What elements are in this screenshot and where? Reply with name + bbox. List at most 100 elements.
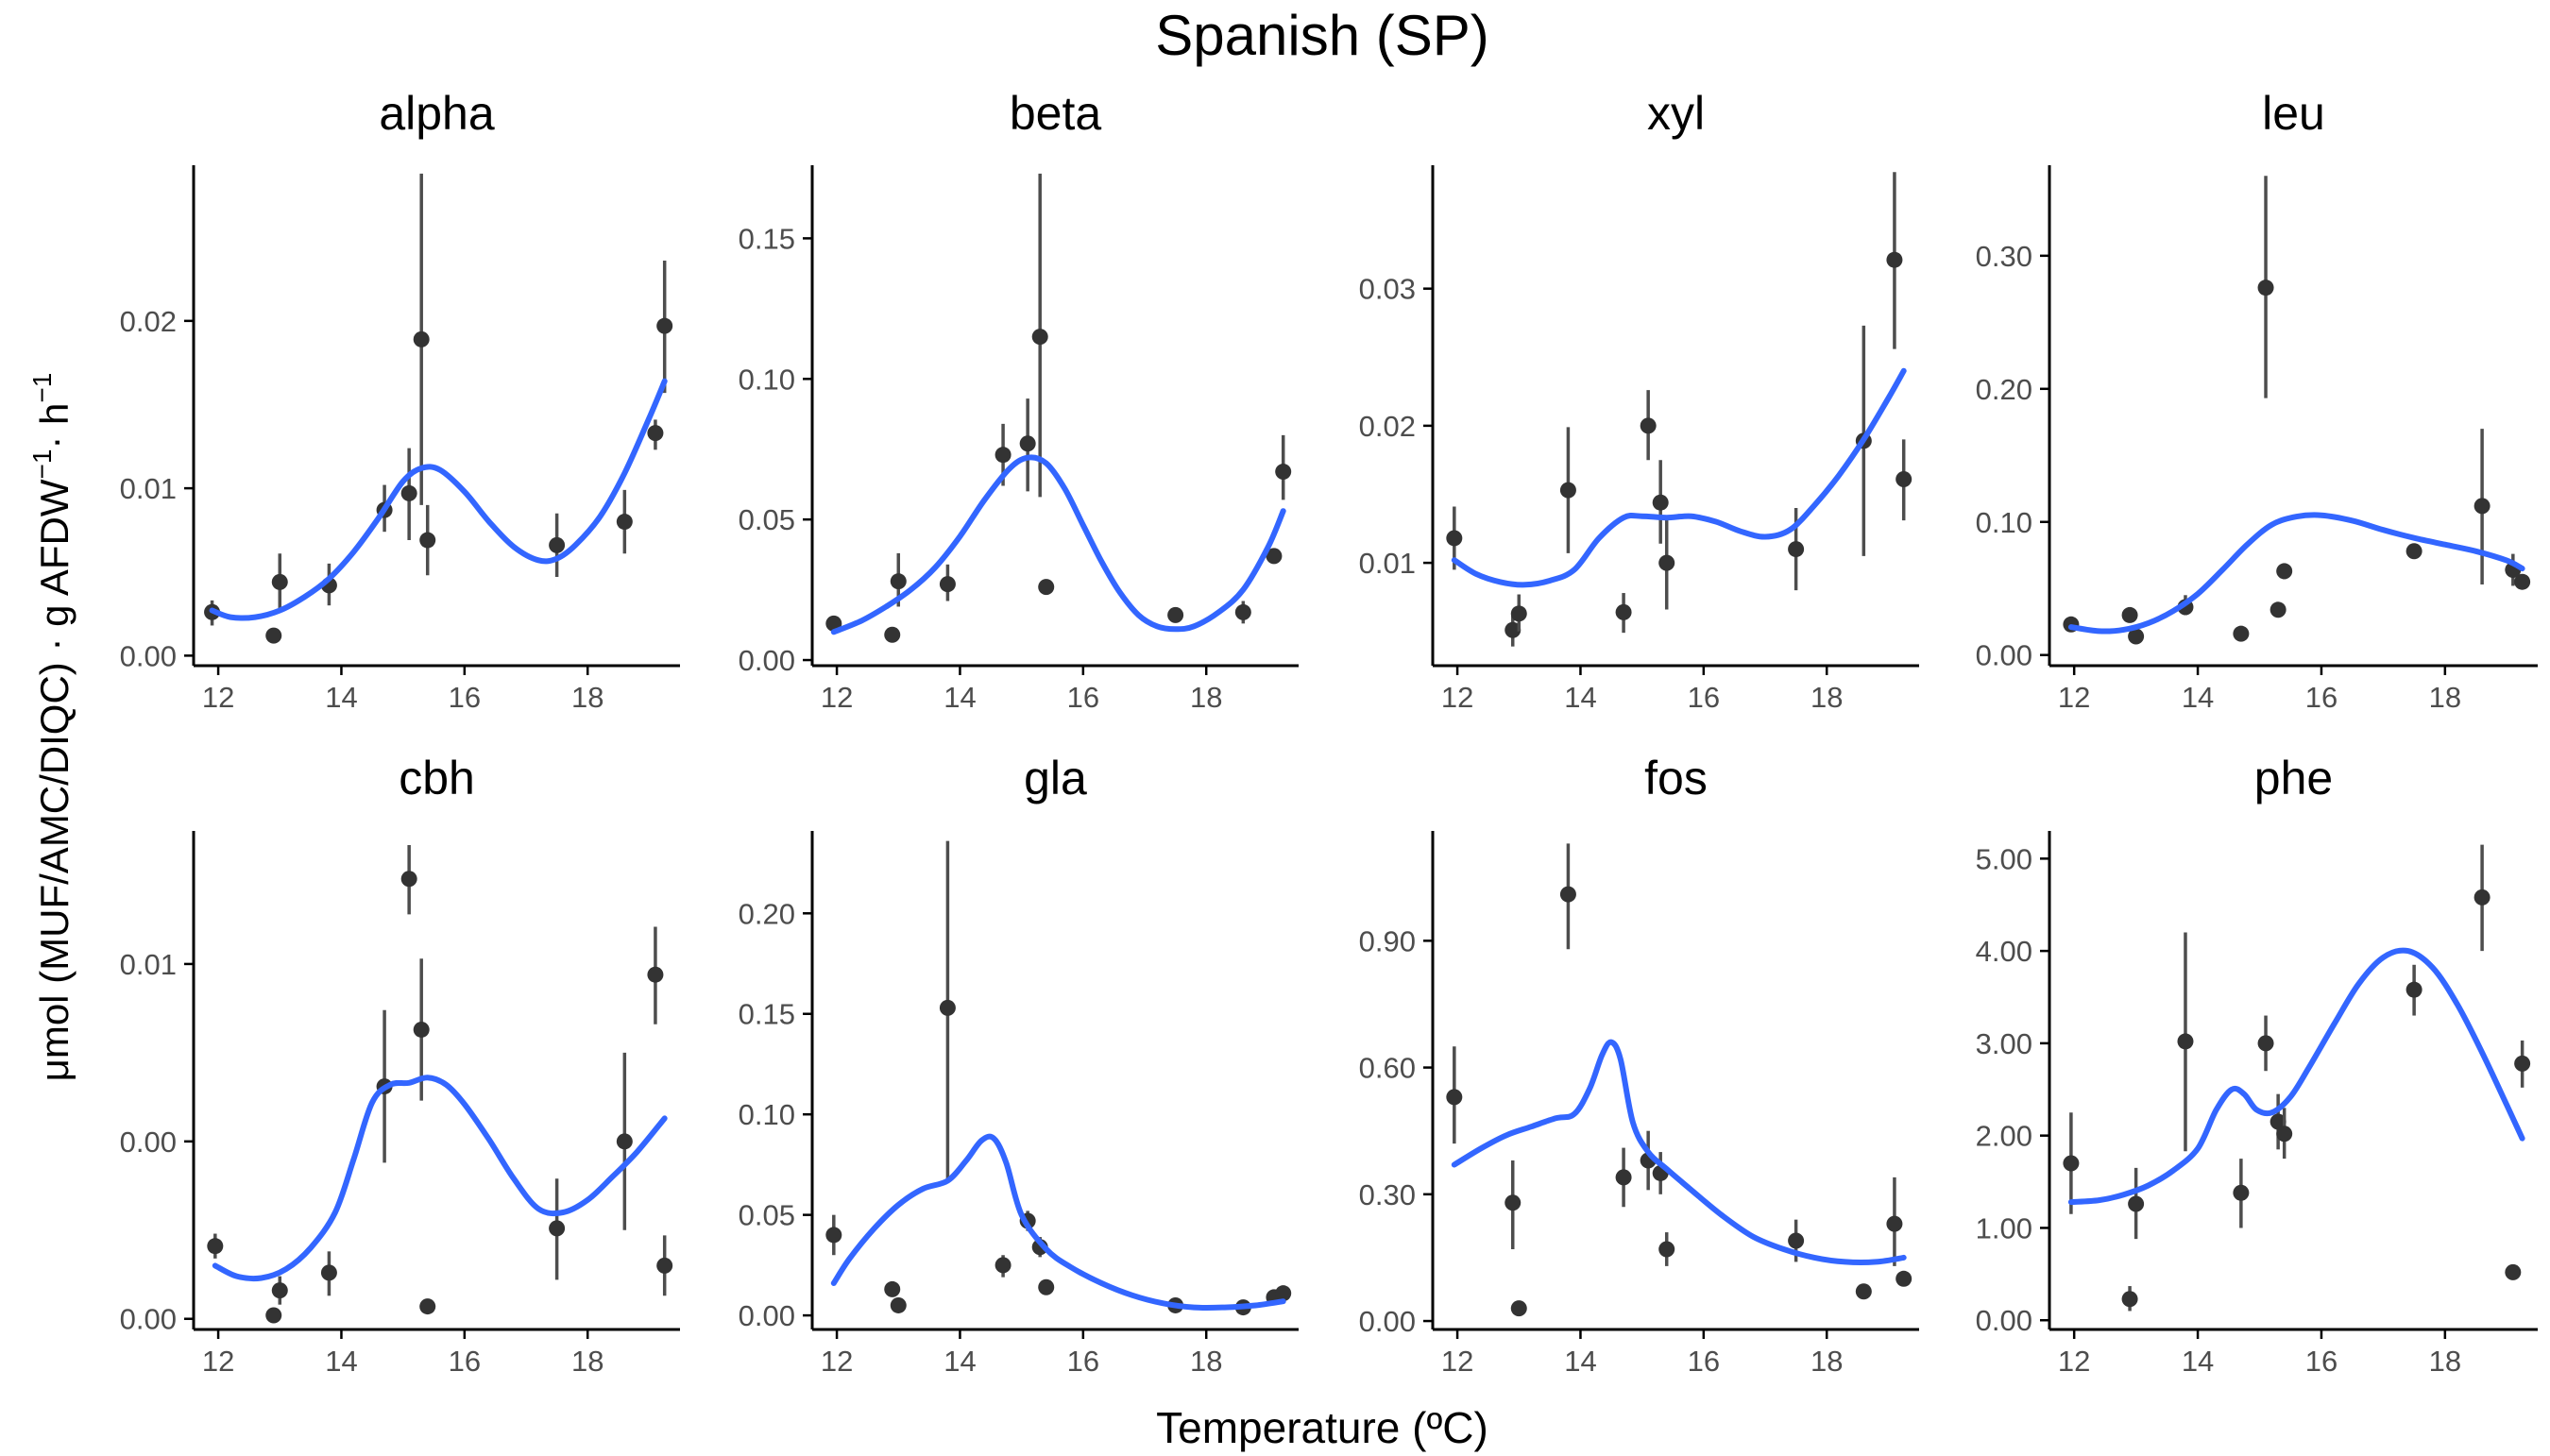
x-tick-label: 16 [2305, 681, 2338, 714]
data-point [1886, 251, 1903, 268]
data-point [1615, 603, 1632, 620]
data-point [825, 1227, 842, 1244]
figure-title: Spanish (SP) [1155, 4, 1489, 67]
y-tick-label: 2.00 [1976, 1120, 2032, 1153]
data-point [2233, 1184, 2250, 1201]
y-tick-label: 4.00 [1976, 935, 2032, 968]
y-tick-label: 0.00 [1976, 1304, 2032, 1337]
y-tick-label: 0.20 [739, 897, 795, 930]
data-point [320, 1264, 337, 1281]
data-point [400, 484, 417, 501]
data-point [884, 1280, 901, 1297]
fit-curve [209, 378, 668, 621]
x-tick-label: 12 [2058, 681, 2090, 714]
y-tick-label: 0.15 [739, 222, 795, 255]
y-tick-label: 0.00 [739, 1299, 795, 1332]
data-point [1038, 1278, 1055, 1295]
y-tick-label: 5.00 [1976, 842, 2032, 875]
y-tick-label: 0.02 [1359, 410, 1416, 443]
data-point [1559, 886, 1576, 903]
y-tick-label: 0.05 [739, 1199, 795, 1232]
y-tick-label: 3.00 [1976, 1027, 2032, 1060]
x-tick-label: 14 [2182, 681, 2214, 714]
data-point [419, 1298, 436, 1315]
data-point [207, 1238, 224, 1255]
data-point [2257, 279, 2274, 296]
data-point [2063, 1155, 2080, 1172]
x-tick-label: 14 [2182, 1345, 2214, 1378]
y-tick-label: 0.90 [1359, 924, 1416, 957]
data-point [2270, 1113, 2286, 1130]
fit-curve [1451, 1039, 1907, 1265]
data-point [549, 1220, 566, 1237]
panel-title-phe: phe [2254, 752, 2333, 804]
data-point [2474, 498, 2490, 515]
panel-title-fos: fos [1644, 752, 1708, 804]
data-point [656, 317, 673, 334]
y-axis-label: μmol (MUF/AMC/DIQC) · g AFDW−1· h−1 [27, 373, 76, 1082]
y-tick-label: 0.00 [739, 644, 795, 677]
x-tick-label: 14 [944, 681, 976, 714]
data-point [1896, 1270, 1912, 1287]
panel-phe: phe 12 14 16 18 0.00 1.00 2.00 3.00 4.00 5.00 [1976, 752, 2538, 1378]
data-point [265, 1307, 282, 1324]
y-tick-label: 1.00 [1976, 1211, 2032, 1244]
y-tick-label: 0.30 [1359, 1178, 1416, 1211]
data-point [1019, 435, 1036, 452]
x-tick-label: 18 [571, 1345, 604, 1378]
data-point [400, 871, 417, 888]
data-point [1640, 417, 1657, 434]
data-point [647, 966, 664, 983]
x-tick-label: 14 [944, 1345, 976, 1378]
data-point [419, 532, 436, 549]
y-tick-label: 0.00 [120, 639, 177, 672]
data-point [1559, 482, 1576, 499]
y-tick-label: 0.02 [120, 305, 177, 338]
x-tick-label: 14 [325, 681, 357, 714]
data-point [2276, 563, 2293, 580]
x-tick-label: 18 [2429, 1345, 2461, 1378]
y-tick-label: 0.30 [1976, 240, 2032, 273]
x-tick-label: 18 [1810, 681, 1843, 714]
data-point [2474, 889, 2490, 906]
y-tick-label: 0.10 [739, 1098, 795, 1131]
data-point [656, 1257, 673, 1274]
data-point [2514, 573, 2531, 590]
data-point [1788, 541, 1805, 558]
y-tick-label: 0.60 [1359, 1052, 1416, 1085]
data-point [2514, 1055, 2531, 1072]
x-tick-label: 18 [1190, 681, 1222, 714]
data-point [1266, 548, 1283, 565]
data-point [2121, 1291, 2138, 1308]
y-tick-label: 0.01 [120, 948, 177, 981]
panel-leu: leu 12 14 16 18 0.00 0.10 0.20 0.30 [1976, 87, 2538, 714]
data-point [1615, 1169, 1632, 1186]
data-point [1275, 464, 1292, 481]
panel-title-gla: gla [1024, 752, 1087, 804]
data-point [884, 626, 901, 643]
y-tick-label: 0.01 [1359, 547, 1416, 580]
data-point [1446, 1089, 1463, 1106]
x-tick-label: 12 [821, 1345, 853, 1378]
x-tick-label: 14 [1564, 1345, 1596, 1378]
data-point [1275, 1285, 1292, 1302]
data-point [1504, 1194, 1522, 1211]
fit-curve [830, 454, 1286, 635]
x-tick-label: 16 [449, 1345, 481, 1378]
x-tick-label: 14 [1564, 681, 1596, 714]
x-tick-label: 16 [1067, 681, 1099, 714]
data-point [2257, 1035, 2274, 1052]
panel-title-leu: leu [2262, 87, 2325, 140]
x-tick-label: 18 [1810, 1345, 1843, 1378]
data-point [1234, 603, 1251, 620]
data-point [939, 576, 956, 593]
y-tick-label: 0.00 [1359, 1305, 1416, 1338]
panel-title-alpha: alpha [379, 87, 495, 140]
data-point [890, 573, 907, 590]
y-tick-label: 0.10 [1976, 506, 2032, 539]
data-point [994, 447, 1012, 464]
x-tick-label: 12 [202, 681, 234, 714]
data-point [2121, 606, 2138, 623]
x-axis-label: Temperature (ºC) [1156, 1403, 1488, 1452]
